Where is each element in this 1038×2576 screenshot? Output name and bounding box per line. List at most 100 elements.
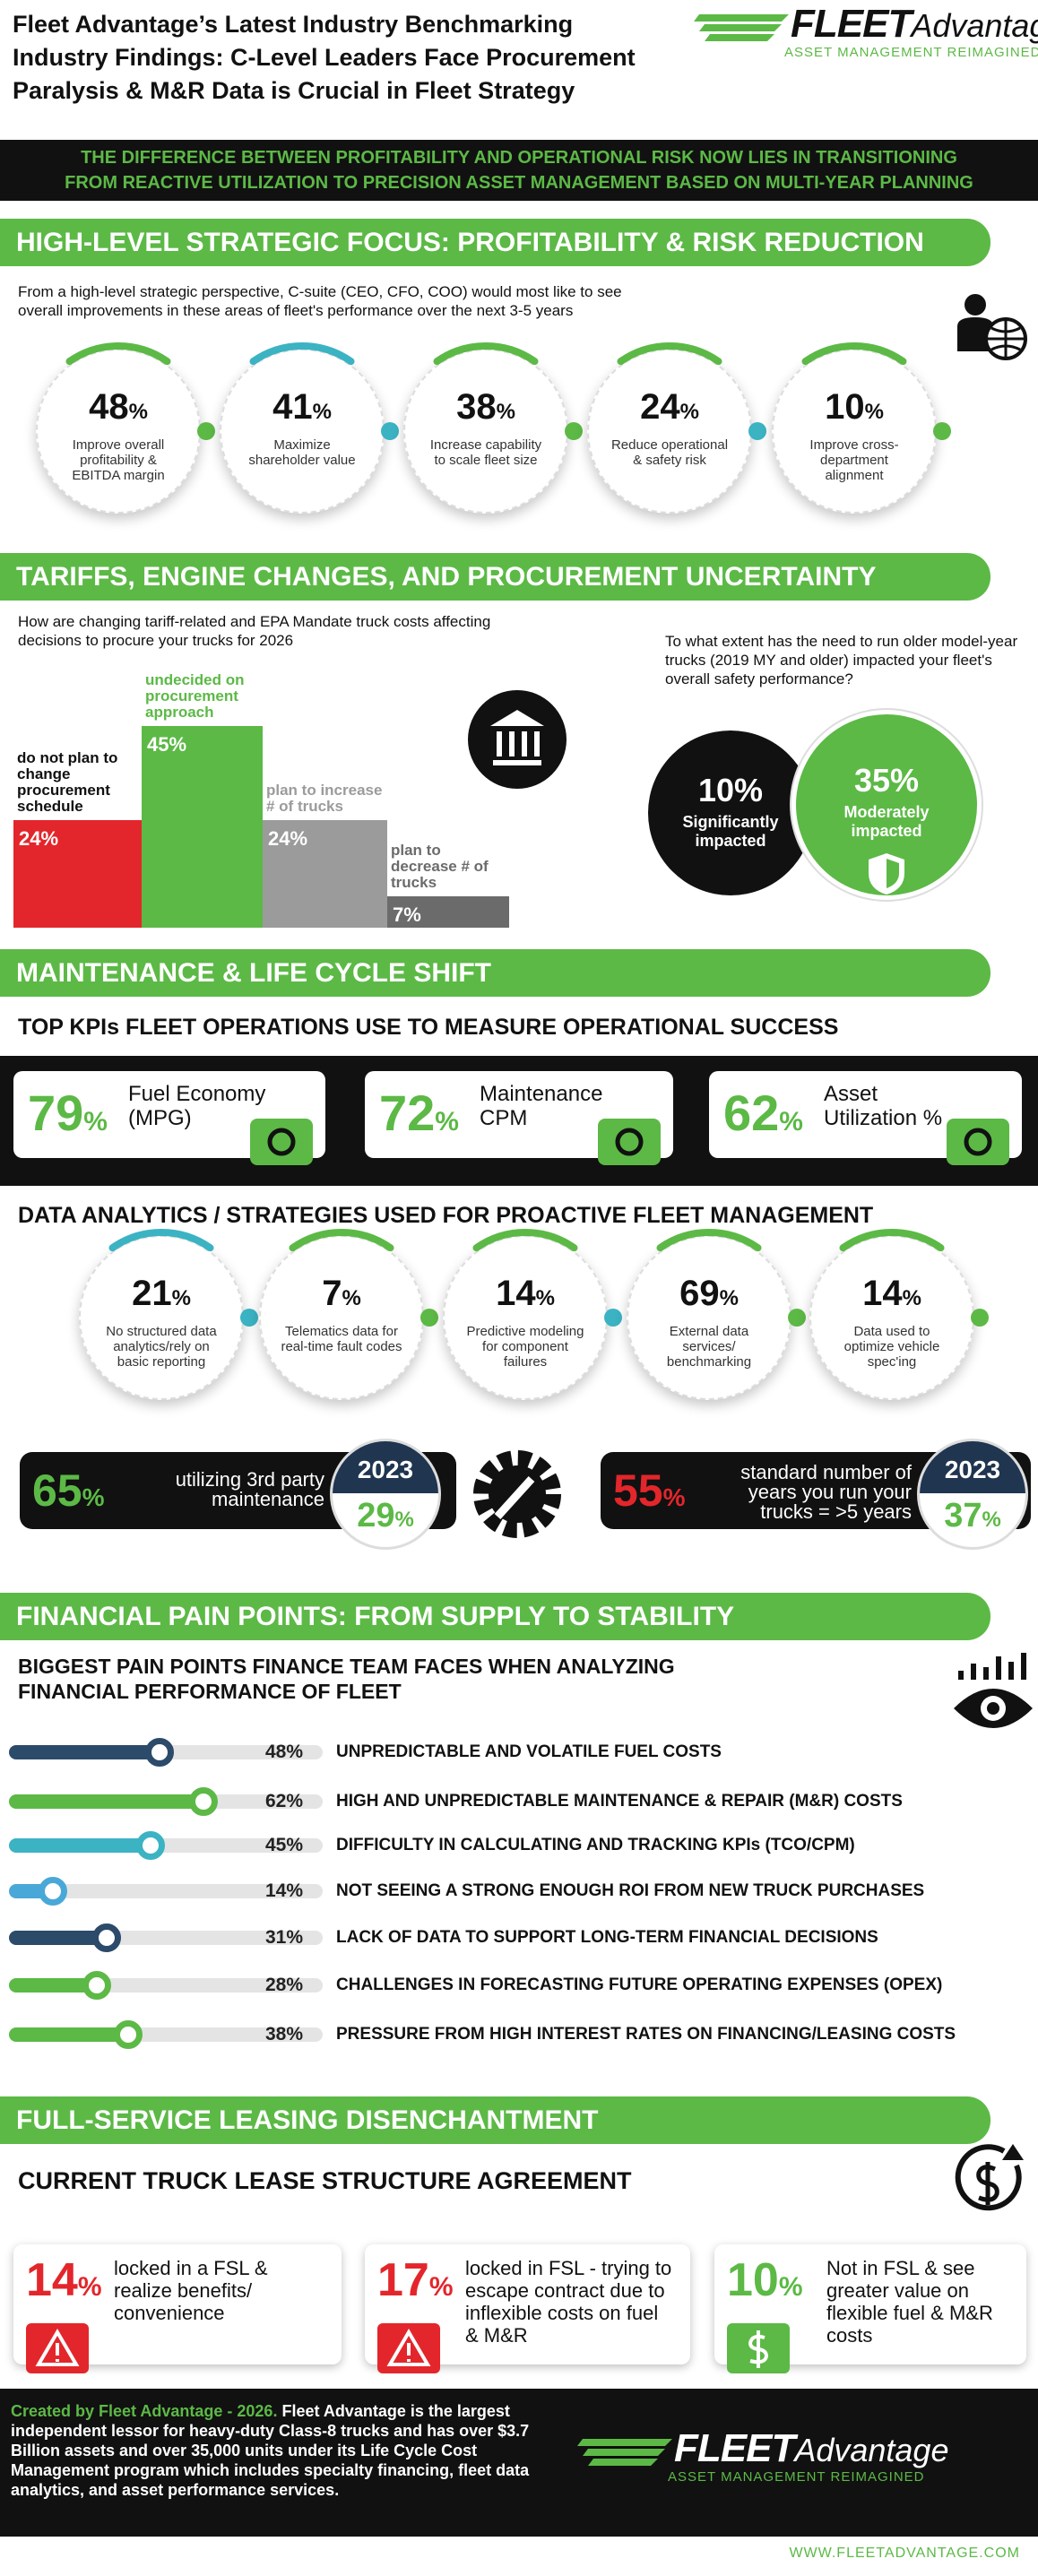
subheading: TOP KPIs FLEET OPERATIONS USE TO MEASURE…	[18, 1015, 839, 1040]
value: 72	[379, 1085, 436, 1141]
value: 62	[264, 1791, 287, 1811]
stat-circle: 10% Improve cross-department alignment	[772, 349, 937, 514]
stat-value: 48%	[265, 1742, 303, 1763]
shape	[249, 342, 355, 366]
unit: %	[128, 400, 148, 425]
stat-circle: 21% No structured data analytics/rely on …	[79, 1235, 244, 1400]
stat-value: 10%	[648, 772, 813, 809]
shape	[958, 1653, 1026, 1680]
value: 28	[264, 1975, 287, 1995]
value: 41	[272, 387, 313, 428]
unit: %	[428, 2272, 454, 2302]
stat-value: 17%	[377, 2253, 454, 2307]
exec-icon	[957, 294, 1027, 360]
shape	[583, 2449, 665, 2456]
stat-label: Improve cross-department alignment	[809, 437, 899, 484]
lease-label: locked in FSL - trying to escape contrac…	[465, 2257, 672, 2347]
stat-value: 21%	[81, 1274, 242, 1318]
value: 24	[640, 387, 680, 428]
stat-value: 69%	[628, 1274, 790, 1318]
stat-value: 45%	[265, 1835, 303, 1856]
value: 14	[496, 1274, 536, 1314]
footer: Created by Fleet Advantage - 2026. Fleet…	[0, 2389, 1038, 2537]
unit: %	[286, 2024, 303, 2044]
shape	[240, 1309, 258, 1327]
lease-card: 10% Not in FSL & see greater value on fle…	[714, 2244, 1026, 2373]
stat-circle: 14% Predictive modeling for component fai…	[443, 1235, 608, 1400]
value: 14	[862, 1274, 903, 1314]
circle-arc	[656, 1229, 806, 1327]
value: 29	[357, 1497, 395, 1534]
unit: %	[286, 1975, 303, 1995]
lease-label: locked in a FSL & realize benefits/ conv…	[114, 2257, 268, 2324]
stat-value: 45%	[142, 726, 263, 756]
kpi-label: Fuel Economy (MPG)	[128, 1082, 266, 1130]
shape	[748, 2330, 769, 2368]
shape	[971, 1309, 989, 1327]
unit: %	[535, 1286, 555, 1311]
lease-icon	[377, 2323, 440, 2373]
stat-value: 10%	[774, 387, 935, 432]
pain-label: UNPREDICTABLE AND VOLATILE FUEL COSTS	[336, 1742, 722, 1761]
value: 69	[679, 1274, 720, 1314]
unit: %	[902, 1286, 921, 1311]
stat-value: 31%	[265, 1927, 303, 1949]
safety-label: Significantly impacted	[682, 813, 779, 850]
stat-pill: 55% standard number of years you run your…	[601, 1452, 1031, 1529]
knob	[91, 1923, 121, 1952]
stat-circle: 24% Reduce operational & safety risk	[587, 349, 752, 514]
circle-arc	[65, 342, 215, 440]
unit: %	[779, 1107, 803, 1137]
logo-mark	[577, 2439, 672, 2466]
stat-value: 14%	[811, 1274, 973, 1318]
stat-label: Data used to optimize vehicle spec'ing	[843, 1324, 940, 1370]
eye-icon	[954, 1653, 1033, 1728]
unit: %	[83, 1107, 108, 1137]
shape	[289, 1229, 394, 1252]
shape	[490, 710, 544, 765]
unit: %	[286, 1835, 303, 1855]
banner: THE DIFFERENCE BETWEEN PROFITABILITY AND…	[0, 140, 1038, 201]
bar: 24%	[13, 820, 142, 928]
knob	[114, 2020, 143, 2049]
shape	[420, 1309, 438, 1327]
stat-value: 48%	[38, 387, 199, 432]
title-line: Industry Findings: C-Level Leaders Face …	[13, 44, 636, 71]
stat-label: Maximize shareholder value	[248, 437, 356, 469]
question: To what extent has the need to run older…	[665, 633, 1018, 687]
stat-value: 24%	[263, 820, 387, 851]
value: 24	[19, 827, 41, 850]
shape	[964, 294, 986, 316]
shape	[494, 1475, 535, 1520]
shape	[598, 1119, 661, 1165]
subheading: BIGGEST PAIN POINTS FINANCE TEAM FACES W…	[18, 1655, 675, 1703]
kpi-label: Maintenance CPM	[480, 1082, 603, 1130]
stat-value: 10%	[727, 2253, 803, 2307]
unit: %	[403, 903, 421, 926]
stat-value: 41%	[221, 387, 383, 432]
stat-value: 62%	[723, 1084, 803, 1142]
shape	[577, 2439, 672, 2446]
subheading: DATA ANALYTICS / STRATEGIES USED FOR PRO…	[18, 1203, 874, 1228]
knob	[135, 1831, 165, 1860]
bank-icon	[468, 690, 567, 789]
value: 37	[944, 1497, 982, 1534]
value: 17	[377, 2254, 429, 2306]
stat-value: 24%	[13, 820, 142, 851]
value: 21	[132, 1274, 172, 1314]
shape	[801, 342, 907, 366]
shape	[472, 1229, 578, 1252]
logo-brand: FLEET	[791, 2, 912, 46]
shape	[887, 859, 899, 888]
safety-label: Moderately impacted	[843, 803, 930, 840]
value: 45	[264, 1835, 287, 1855]
stat-label: Telematics data for real-time fault code…	[281, 1324, 402, 1355]
kpi-card: 62% Asset Utilization %	[709, 1071, 1022, 1165]
year: 2023	[920, 1441, 1025, 1493]
kpi-card: 79% Fuel Economy (MPG)	[13, 1071, 325, 1165]
bar	[9, 1794, 203, 1809]
unit: %	[312, 400, 332, 425]
shape	[267, 1128, 296, 1156]
bar: 24%	[263, 820, 387, 928]
stat-label: Predictive modeling for component failur…	[466, 1324, 584, 1370]
